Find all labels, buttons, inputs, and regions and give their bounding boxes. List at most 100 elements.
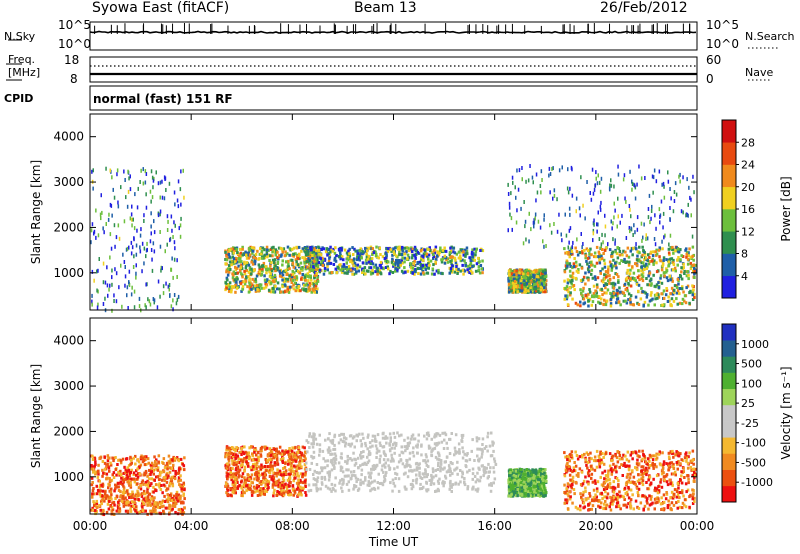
scatter-cell [269, 276, 273, 279]
scatter-cell [133, 497, 137, 501]
scatter-cell [670, 297, 674, 301]
scatter-cell [617, 300, 621, 304]
scatter-cell [651, 259, 654, 263]
scatter-cell [248, 246, 251, 250]
scatter-cell [691, 293, 694, 297]
scatter-cell [234, 285, 237, 289]
scatter-cell [317, 249, 321, 252]
scatter-cell [671, 279, 674, 283]
scatter-cell [296, 471, 299, 475]
scatter-cell [183, 497, 186, 501]
scatter-cell [254, 253, 258, 256]
scatter-cell [92, 487, 95, 490]
scatter-cell [340, 270, 344, 274]
scatter-cell [609, 187, 611, 192]
scatter-cell [279, 489, 283, 493]
scatter-cell [278, 269, 281, 273]
scatter-cell [389, 269, 392, 273]
scatter-cell [95, 505, 99, 509]
scatter-cell [529, 164, 531, 168]
scatter-cell [532, 180, 534, 185]
scatter-cell [642, 235, 644, 240]
scatter-cell [449, 246, 452, 250]
scatter-cell [241, 285, 245, 289]
scatter-cell [243, 457, 246, 460]
scatter-cell [371, 253, 374, 256]
scatter-cell [136, 482, 139, 486]
station-title: Syowa East (fitACF) [92, 0, 230, 16]
scatter-cell [305, 250, 309, 254]
scatter-cell [539, 283, 542, 286]
scatter-cell [288, 462, 292, 465]
scatter-cell [532, 279, 535, 283]
scatter-cell [300, 277, 303, 281]
scatter-cell [552, 196, 554, 201]
scatter-cell [634, 279, 637, 283]
scatter-cell [166, 228, 169, 232]
scatter-cell [296, 451, 300, 455]
scatter-cell [225, 258, 229, 262]
scatter-cell [125, 501, 128, 505]
scatter-cell [566, 303, 570, 307]
scatter-cell [680, 270, 683, 274]
scatter-cell [686, 284, 690, 288]
scatter-cell [151, 195, 154, 200]
scatter-cell [314, 246, 317, 250]
scatter-cell [148, 299, 151, 304]
scatter-cell [126, 204, 129, 209]
scatter-cell [291, 451, 294, 455]
scatter-cell [396, 268, 399, 272]
scatter-cell [282, 290, 285, 294]
scatter-cell [636, 275, 640, 279]
scatter-cell [166, 493, 169, 497]
scatter-cell [127, 503, 131, 507]
scatter-cell [576, 253, 580, 257]
scatter-cell [541, 280, 544, 284]
scatter-cell [432, 257, 435, 260]
scatter-cell [641, 275, 645, 279]
scatter-cell [310, 251, 313, 255]
scatter-cell [281, 483, 284, 487]
scatter-cell [587, 304, 590, 308]
scatter-cell [250, 473, 254, 477]
scatter-cell [642, 249, 645, 252]
scatter-cell [629, 300, 632, 304]
scatter-cell [525, 287, 529, 290]
scatter-cell [374, 250, 377, 254]
scatter-cell [564, 294, 567, 298]
scatter-cell [127, 468, 131, 472]
scatter-cell [271, 276, 274, 280]
freq-tick-low: 8 [70, 72, 78, 86]
scatter-cell [604, 213, 606, 218]
scatter-cell [110, 487, 113, 491]
scatter-cell [257, 484, 260, 488]
scatter-cell [251, 445, 254, 449]
scatter-cell [258, 473, 261, 477]
scatter-cell [269, 453, 273, 457]
scatter-cell [291, 258, 294, 262]
scatter-cell [304, 278, 307, 282]
scatter-cell [345, 251, 349, 255]
scatter-cell [317, 245, 320, 249]
scatter-cell [172, 463, 175, 467]
scatter-cell [571, 266, 574, 270]
scatter-cell [538, 269, 541, 273]
scatter-cell [162, 483, 166, 487]
scatter-cell [541, 270, 545, 274]
scatter-cell [315, 290, 318, 294]
scatter-cell [170, 475, 174, 479]
scatter-cell [97, 289, 99, 294]
scatter-cell [121, 495, 125, 498]
scatter-cell [401, 451, 405, 455]
scatter-cell [109, 490, 113, 494]
scatter-cell [615, 297, 619, 301]
scatter-cell [116, 506, 120, 510]
scatter-cell [243, 269, 246, 273]
scatter-cell [358, 256, 361, 260]
scatter-cell [299, 472, 303, 476]
scatter-cell [171, 256, 173, 261]
scatter-cell [169, 480, 173, 484]
scatter-cell [432, 255, 436, 258]
scatter-cell [612, 276, 615, 280]
scatter-cell [297, 455, 300, 459]
